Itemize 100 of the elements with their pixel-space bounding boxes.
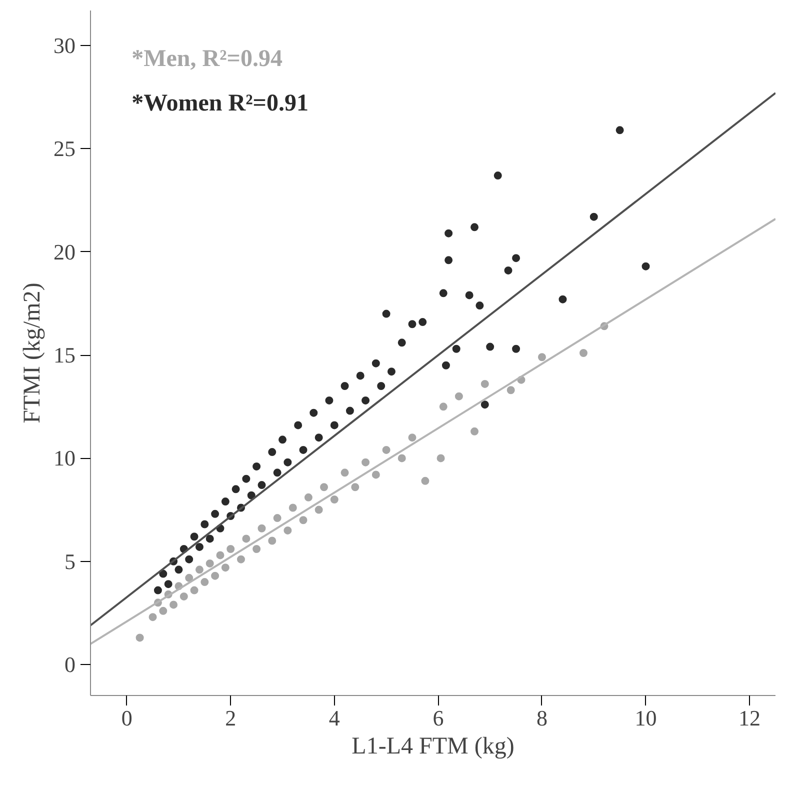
point — [320, 483, 328, 492]
point — [299, 446, 308, 454]
y-tick-label: 10 — [54, 446, 76, 471]
point — [154, 586, 162, 594]
point — [206, 559, 214, 568]
point — [512, 344, 520, 353]
point — [421, 476, 430, 485]
y-tick-label: 20 — [54, 239, 76, 264]
point — [439, 289, 448, 298]
x-axis-title: L1-L4 FTM (kg) — [352, 734, 514, 760]
point — [159, 606, 168, 615]
point — [278, 436, 287, 444]
point — [236, 555, 245, 564]
x-tick-label: 10 — [634, 706, 657, 730]
point — [242, 534, 250, 543]
point — [221, 564, 230, 572]
point — [470, 427, 479, 436]
point — [314, 506, 323, 514]
point — [310, 408, 318, 417]
point — [476, 302, 484, 310]
point — [148, 613, 157, 622]
point — [159, 570, 168, 578]
x-tick-label: 8 — [536, 706, 548, 730]
point — [506, 386, 515, 394]
point — [252, 545, 261, 553]
point — [200, 578, 209, 586]
point — [340, 468, 349, 477]
point — [382, 446, 390, 454]
point — [284, 526, 292, 534]
point — [190, 586, 198, 594]
point — [452, 344, 460, 353]
y-tick-label: 30 — [54, 33, 76, 58]
point — [504, 266, 512, 274]
point — [268, 448, 276, 456]
point — [538, 353, 546, 362]
x-tick-label: 12 — [738, 706, 761, 730]
point — [284, 458, 292, 466]
point — [258, 524, 266, 532]
point — [558, 295, 567, 304]
point — [268, 536, 276, 545]
y-tick-label: 25 — [54, 136, 76, 162]
point — [200, 520, 209, 528]
point — [470, 223, 479, 232]
point — [372, 470, 380, 479]
point — [180, 592, 188, 600]
point — [273, 468, 282, 477]
point — [362, 396, 370, 404]
point — [398, 454, 406, 462]
y-axis-title: FTMI (kg/m2) — [20, 282, 46, 424]
point — [351, 483, 360, 492]
point — [195, 566, 204, 574]
point — [174, 566, 183, 574]
point — [330, 496, 338, 504]
x-tick-label: 0 — [121, 706, 132, 730]
point — [398, 338, 406, 347]
y-tick-label: 0 — [64, 652, 76, 678]
point — [304, 493, 312, 502]
point — [294, 421, 302, 430]
point — [164, 580, 172, 588]
point — [408, 320, 416, 328]
point — [211, 510, 220, 518]
point — [439, 402, 448, 411]
point — [299, 516, 308, 524]
point — [616, 126, 624, 134]
point — [258, 481, 266, 490]
point — [226, 545, 235, 553]
point — [486, 342, 494, 351]
y-tick-label: 15 — [54, 342, 76, 368]
point — [314, 434, 323, 442]
point — [185, 574, 194, 582]
text: *Women R²=0.91 — [132, 90, 308, 117]
point — [418, 318, 427, 326]
point — [465, 291, 474, 300]
point — [377, 382, 386, 390]
point — [579, 349, 588, 357]
point — [216, 551, 224, 560]
text: *Men, R²=0.94 — [132, 46, 282, 72]
point — [454, 392, 463, 400]
point — [330, 421, 338, 430]
point — [346, 406, 354, 415]
point — [211, 572, 220, 580]
point — [362, 458, 370, 466]
point — [436, 454, 445, 462]
point — [387, 368, 396, 376]
point — [288, 504, 297, 512]
point — [185, 555, 194, 564]
point — [642, 262, 650, 270]
point — [356, 372, 364, 380]
point — [444, 256, 453, 264]
point — [190, 532, 198, 541]
point — [252, 462, 261, 470]
point — [340, 382, 349, 390]
point — [170, 600, 178, 609]
point — [408, 434, 416, 442]
point — [206, 534, 214, 543]
point — [273, 514, 282, 522]
x-tick-label: 6 — [432, 706, 444, 730]
point — [444, 229, 453, 238]
point — [494, 172, 502, 180]
point — [247, 491, 256, 500]
